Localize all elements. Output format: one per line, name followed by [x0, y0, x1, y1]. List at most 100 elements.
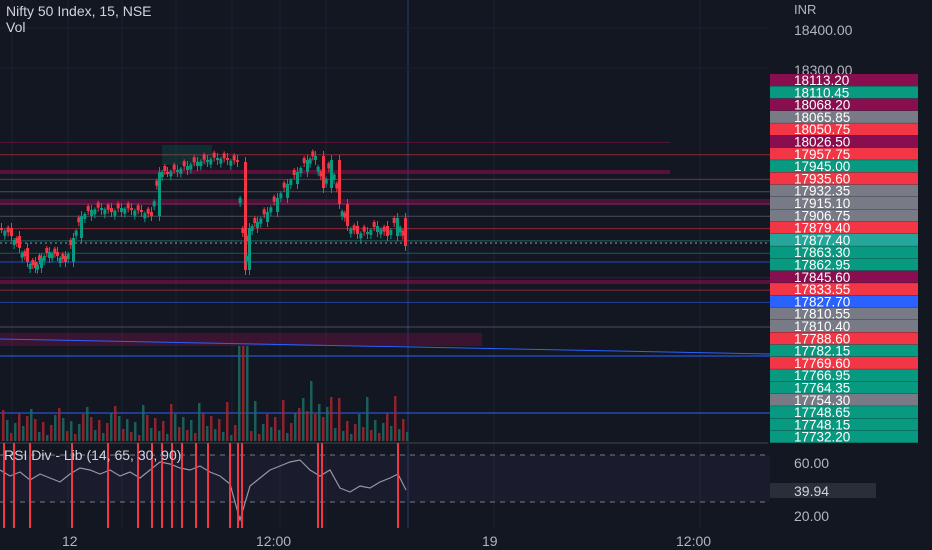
candle-body — [34, 262, 37, 268]
candle-body — [319, 171, 323, 177]
price-tag-label: 18113.20 — [794, 73, 849, 88]
candle-body — [143, 213, 147, 219]
candle-body — [335, 183, 339, 189]
volume-bar — [394, 396, 397, 441]
candle-body — [404, 218, 407, 246]
candle-body — [158, 172, 161, 216]
time-axis[interactable]: 12 12:00 19 12:00 — [0, 530, 932, 550]
rsi-line — [0, 459, 407, 523]
price-tag-label: 17845.60 — [794, 270, 850, 285]
candle-body — [48, 252, 51, 258]
volume-bar — [326, 407, 329, 441]
price-tag — [770, 86, 918, 99]
volume-label[interactable]: Vol — [6, 19, 26, 35]
chart-grid — [0, 0, 768, 528]
rsi-tick: 20.00 — [794, 508, 829, 524]
volume-bar — [22, 426, 25, 441]
volume-bar — [230, 435, 233, 441]
candle-body — [113, 210, 117, 216]
volume-bar — [206, 426, 209, 441]
volume-bar — [310, 381, 313, 441]
price-tag — [770, 172, 918, 185]
volume-bar — [222, 432, 225, 441]
price-tag-label: 17862.95 — [794, 258, 850, 273]
volume-bar — [250, 431, 253, 441]
symbol-title[interactable]: Nifty 50 Index, 15, NSE — [6, 3, 152, 19]
volume-bar — [402, 419, 405, 441]
volume-bar — [198, 403, 201, 441]
volume-bar — [178, 427, 181, 441]
price-tag-label: 17906.75 — [794, 208, 850, 223]
volume-bar — [374, 420, 377, 441]
zone-box — [0, 280, 770, 284]
price-axis[interactable]: INR18400.0018300.0018113.2018110.4518068… — [770, 0, 932, 530]
volume-bar — [138, 435, 141, 441]
price-tag — [770, 197, 918, 209]
volume-bar — [286, 433, 289, 441]
price-tag — [770, 98, 918, 111]
candle-body — [250, 226, 254, 231]
price-tag-label: 17810.40 — [794, 319, 850, 334]
volume-bar — [58, 408, 61, 441]
volume-bar — [46, 435, 49, 441]
price-tag — [770, 418, 918, 431]
candle-body — [382, 226, 386, 232]
price-candles — [0, 149, 407, 275]
price-tag-label: 17879.40 — [794, 221, 850, 236]
price-tag — [770, 160, 918, 173]
rsi-indicator-title[interactable]: RSI Div - Lib (14, 65, 30, 90) — [4, 447, 182, 463]
volume-bar — [118, 416, 121, 441]
price-tag-label: 17935.60 — [794, 171, 850, 186]
candle-body — [42, 256, 46, 261]
candle-body — [100, 208, 103, 210]
volume-bar — [106, 423, 109, 441]
volume-bar — [270, 427, 273, 441]
candle-body — [389, 230, 393, 235]
volume-bar — [42, 422, 45, 441]
price-tag — [770, 344, 918, 357]
price-tag-label: 17833.55 — [794, 282, 850, 297]
volume-bar — [190, 420, 193, 441]
price-tag-label: 17945.00 — [794, 159, 850, 174]
volume-bar — [338, 398, 341, 441]
candle-body — [31, 260, 35, 265]
candle-body — [241, 228, 245, 233]
candle-body — [330, 160, 333, 188]
candle-body — [269, 207, 273, 213]
volume-bar — [226, 402, 229, 441]
candle-body — [216, 158, 219, 160]
volume-bar — [86, 407, 89, 441]
candle-body — [40, 258, 43, 268]
volume-bar — [354, 424, 357, 441]
candle-body — [130, 208, 133, 210]
price-tag — [770, 246, 918, 259]
volume-bar — [90, 417, 93, 441]
volume-bar — [242, 346, 245, 441]
volume-bar — [330, 397, 333, 441]
candle-body — [96, 202, 100, 208]
time-tick: 12:00 — [676, 533, 711, 549]
volume-bar — [166, 434, 169, 441]
candle-body — [186, 166, 189, 170]
volume-bar — [318, 404, 321, 441]
candle-body — [192, 157, 196, 163]
price-tag — [770, 320, 918, 332]
candle-body — [74, 230, 78, 236]
volume-bar — [14, 423, 17, 441]
time-axis-bg — [0, 530, 932, 550]
candle-body — [256, 222, 259, 228]
candle-body — [244, 162, 247, 270]
candle-body — [36, 264, 39, 270]
price-tag — [770, 135, 918, 148]
candle-body — [136, 205, 140, 211]
candle-body — [386, 226, 389, 236]
candle-body — [253, 218, 257, 223]
candle-body — [238, 198, 242, 203]
volume-bar — [130, 432, 133, 441]
candle-body — [379, 229, 383, 235]
candle-body — [126, 203, 130, 209]
candle-body — [245, 256, 249, 261]
candle-body — [93, 209, 97, 215]
price-tag-label: 17764.35 — [794, 381, 850, 396]
